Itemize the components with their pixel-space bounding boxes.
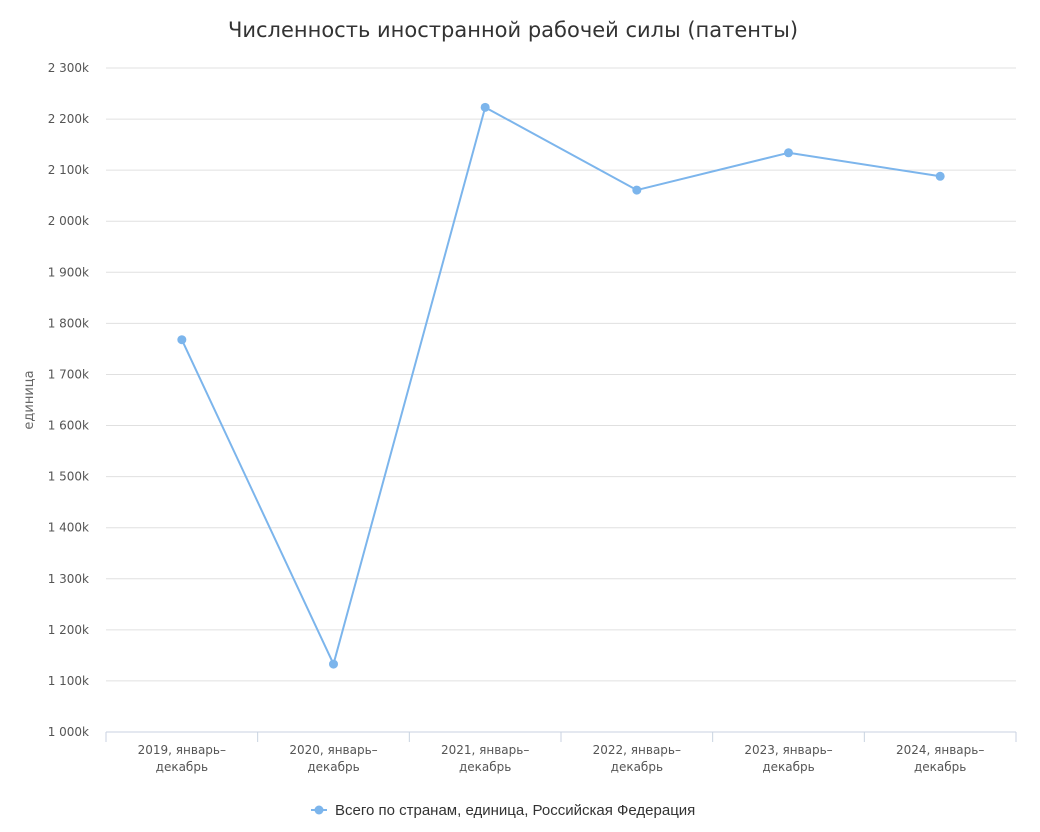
x-tick-label: 2024, январь– декабрь xyxy=(896,743,984,774)
legend-label: Всего по странам, единица, Российская Фе… xyxy=(335,802,695,819)
y-axis-ticks: 1 000k 1 100k 1 200k 1 300k 1 400k 1 500k 1 60… xyxy=(48,61,89,739)
legend-marker-icon xyxy=(314,805,324,815)
y-tick-label: 1 500k xyxy=(48,470,89,484)
series-layer xyxy=(177,102,945,669)
x-tick-label: 2020, январь– декабрь xyxy=(289,743,377,774)
y-axis-label: единица xyxy=(22,370,37,429)
chart-title: Численность иностранной рабочей силы (па… xyxy=(228,18,798,42)
y-tick-label: 1 100k xyxy=(48,674,89,688)
legend[interactable]: Всего по странам, единица, Российская Фе… xyxy=(311,802,695,819)
y-tick-label: 2 200k xyxy=(48,112,89,126)
x-tick-label: 2019, январь– декабрь xyxy=(138,743,226,774)
y-tick-label: 1 600k xyxy=(48,419,89,433)
y-tick-label: 2 100k xyxy=(48,163,89,177)
x-tick-label: 2021, январь– декабрь xyxy=(441,743,529,774)
data-point[interactable] xyxy=(480,102,490,112)
data-point[interactable] xyxy=(177,335,187,345)
data-point[interactable] xyxy=(329,659,338,669)
y-tick-label: 1 700k xyxy=(48,367,89,381)
y-tick-label: 1 900k xyxy=(48,265,89,279)
y-tick-label: 2 300k xyxy=(48,61,89,75)
y-tick-label: 1 300k xyxy=(48,572,89,586)
data-point[interactable] xyxy=(784,148,793,158)
y-tick-label: 1 400k xyxy=(48,521,89,535)
data-point[interactable] xyxy=(632,185,642,195)
x-tick-label: 2022, январь– декабрь xyxy=(593,743,681,774)
data-point[interactable] xyxy=(935,171,945,181)
y-tick-label: 2 000k xyxy=(48,214,89,228)
x-tick-label: 2023, январь– декабрь xyxy=(744,743,832,774)
y-tick-label: 1 800k xyxy=(48,316,89,330)
grid-lines xyxy=(106,67,1016,682)
series-line xyxy=(180,106,941,666)
y-tick-label: 1 200k xyxy=(48,623,89,637)
x-axis: 2019, январь– декабрь 2020, январь– декабрь… xyxy=(105,731,1017,774)
y-tick-label: 1 000k xyxy=(48,725,89,739)
